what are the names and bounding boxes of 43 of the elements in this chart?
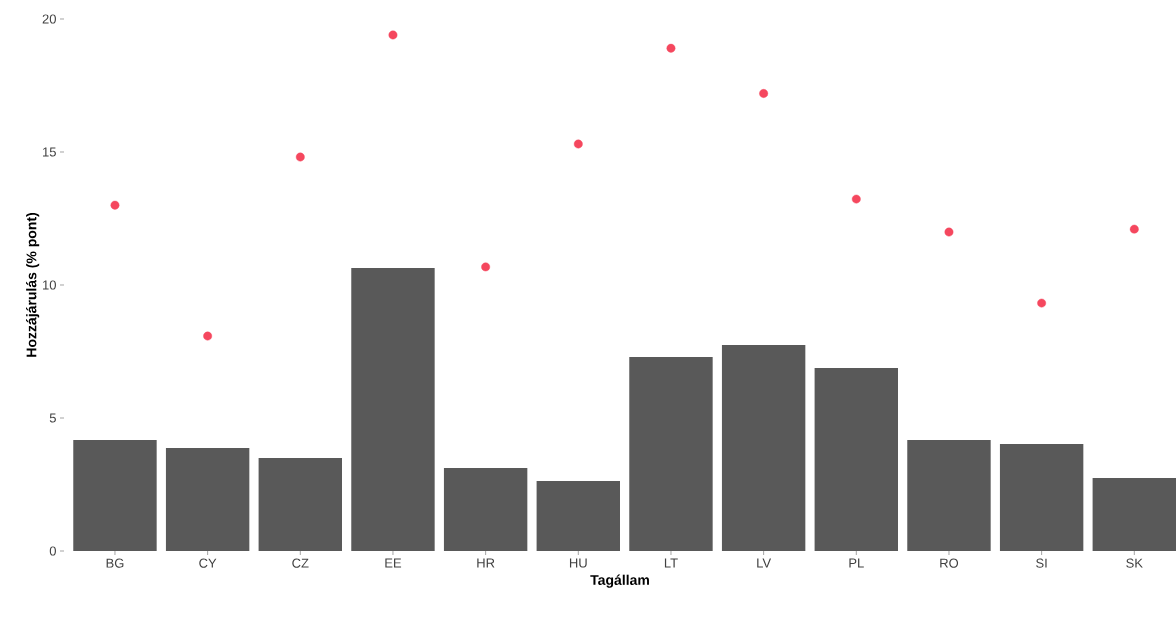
point [1037,298,1047,308]
bar [165,448,250,551]
x-tick-label: HU [569,558,587,568]
point [851,194,861,204]
bar [814,367,898,551]
x-tick-label: BG [106,558,124,568]
y-tick-label: 0 [49,546,56,556]
x-tick-label: SK [1126,558,1143,568]
bar [999,444,1084,551]
bar [73,440,157,551]
bar [443,468,528,551]
y-tick-label: 5 [49,413,56,423]
x-axis-title: Tagállam [590,574,649,588]
point [481,262,491,272]
x-tick-label: PL [849,558,864,568]
x-tick-label: LT [664,558,678,568]
bar [629,357,713,551]
point [1129,224,1139,234]
point [573,139,583,149]
point [759,89,769,98]
bar [351,267,435,551]
point [110,200,120,210]
x-tick-label: RO [940,558,959,568]
bar [907,440,991,551]
x-tick-label: LV [757,558,772,568]
bar [721,345,806,551]
y-tick-label: 20 [42,14,56,24]
x-tick-label: HR [477,558,495,568]
point [295,152,305,162]
x-tick-label: CZ [292,558,309,568]
y-tick-label: 10 [43,280,56,290]
point [666,43,676,53]
y-axis-title: Hozzájárulás (% pont) [26,212,40,357]
x-tick-label: SI [1036,558,1047,568]
bar [1092,478,1176,551]
bar [258,457,342,551]
point [203,331,213,341]
point [388,30,398,40]
point [944,227,954,237]
y-tick-label: 15 [43,147,56,157]
x-tick-label: EE [385,558,402,568]
bar [536,481,620,551]
x-tick-label: CY [199,558,217,568]
